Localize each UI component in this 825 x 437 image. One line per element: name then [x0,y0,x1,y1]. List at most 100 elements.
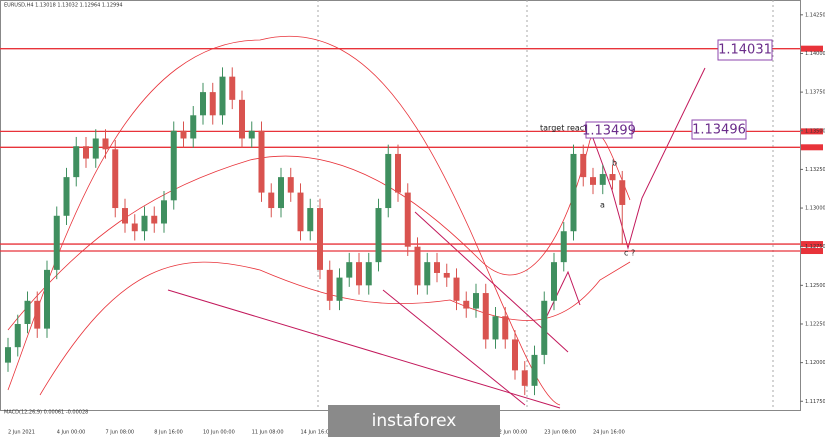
candle-body [424,262,431,286]
y-tick-label: 1.13250 [805,167,825,173]
y-tick-label: 1.13500 [805,128,825,134]
candle-body [190,115,197,139]
y-tick-label: 1.12750 [805,244,825,250]
watermark: instaforex [372,411,457,431]
x-tick-label: 10 Jun 00:00 [203,430,235,436]
chart-title: EURUSD,H4 1.13018 1.13032 1.12964 1.1299… [4,3,123,9]
x-tick-label: 23 Jun 08:00 [544,430,576,436]
x-tick-label: 14 Jun 16:00 [301,430,333,436]
candle-body [112,149,119,209]
candle-body [463,300,470,309]
y-tick-label: 1.14000 [805,51,825,57]
candle-body [73,146,80,178]
watermark-banner [328,405,500,437]
candle-body [151,215,158,224]
candle-body [482,293,489,340]
x-tick-label: 7 Jun 08:00 [106,430,135,436]
candle-body [287,177,294,193]
candle-body [414,246,421,286]
candle-body [521,370,528,386]
candle-body [443,272,450,278]
candle-body [278,177,284,209]
candle-body [131,223,138,232]
candle-body [404,192,411,247]
candle-body [492,316,499,340]
y-tick-label: 1.13000 [805,206,825,212]
candle-body [122,208,128,224]
candle-body [5,347,11,363]
level-box [717,39,773,61]
level-tag [801,241,823,248]
candle-body [209,92,216,116]
candle-body [258,130,265,193]
candle-body [453,277,460,301]
candle-body [590,177,596,185]
candle-body [297,192,304,232]
candle-body [385,153,392,209]
candle-body [356,262,362,286]
x-tick-label: 24 Jun 16:00 [593,430,625,436]
candle-body [599,174,606,185]
x-tick-label: 4 Jun 00:00 [57,430,86,436]
candle-body [14,323,21,348]
y-tick-label: 1.12250 [805,321,825,327]
level-tag [801,45,823,52]
y-tick-label: 1.14250 [805,12,825,18]
candle-body [473,293,479,309]
level-label: 1.13496 [692,123,746,138]
candle-body [170,130,177,201]
annotation: 1.13499 [582,124,636,139]
candle-body [512,339,518,371]
annotations: target reached!! 1.13499 a b c ? 1.13496… [540,39,773,258]
y-tick-label: 1.12000 [805,360,825,366]
candle-body [34,300,41,329]
candle-body [560,231,567,263]
y-tick-label: 1.11750 [805,399,825,405]
annotation: a [600,201,605,210]
candle-body [326,269,333,301]
candle-body [317,208,323,270]
candle-body [219,76,226,116]
x-tick-label: 11 Jun 08:00 [252,430,284,436]
x-tick-label: 2 Jun 2021 [8,430,35,436]
candle-body [24,300,31,324]
candle-body [83,146,89,159]
level-tag [801,128,823,135]
candle-body [502,316,509,340]
candle-body [141,215,148,232]
candle-body [580,153,587,178]
candle-body [161,200,167,224]
candle-body [365,262,372,286]
candle-body [44,269,50,329]
candle-body [541,300,548,355]
candle-body [619,180,626,205]
candle-body [200,92,206,116]
y-tick-label: 1.12500 [805,283,825,289]
annotation-box [585,121,633,139]
x-tick-label: 22 Jun 00:00 [496,430,528,436]
candle-body [307,208,314,232]
annotation: c ? [624,249,635,258]
y-tick-label: 1.13750 [805,90,825,96]
candle-body [102,138,109,150]
candle-body [336,277,343,301]
candle-body [63,177,70,216]
trend-line [167,289,561,409]
candle-body [92,138,99,159]
level-tag [801,144,823,151]
candle-body [570,153,577,232]
candle-body [609,174,616,181]
candle-body [248,130,255,139]
candle-body [434,262,440,273]
x-tick-label: 8 Jun 16:00 [154,430,183,436]
candle-body [268,192,275,209]
candle-body [375,208,382,263]
annotation: target reached!! [540,124,606,133]
candle-body [346,262,353,278]
candle-body [239,99,245,139]
middle-band [7,133,631,331]
forecast-path [589,67,706,250]
candle-body [180,130,187,139]
